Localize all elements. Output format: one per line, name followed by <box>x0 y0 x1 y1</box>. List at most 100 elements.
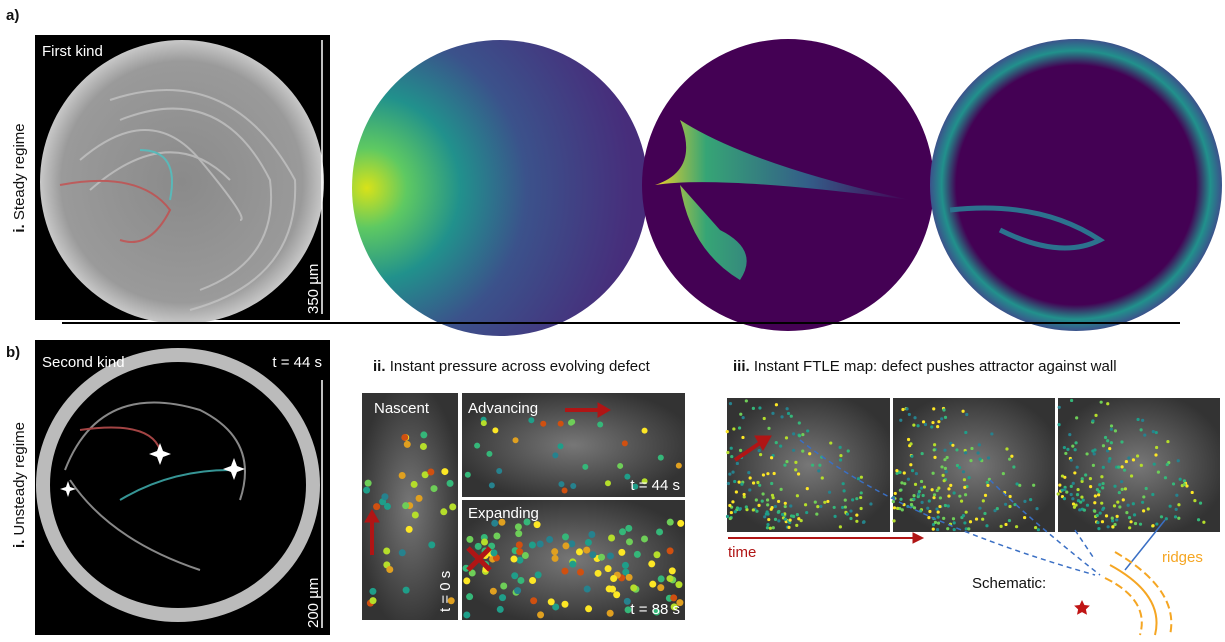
dot <box>1113 485 1116 488</box>
image-caption: First kind <box>42 43 103 60</box>
attracting-map <box>930 39 1222 331</box>
dot <box>899 498 902 501</box>
frame-caption: Advancing <box>468 400 538 417</box>
dot <box>955 448 958 451</box>
scale-label: 350 µm <box>305 264 322 314</box>
row-label: i. Steady regime <box>11 123 28 232</box>
dot <box>921 452 924 455</box>
dot <box>914 483 917 486</box>
dot <box>792 515 795 518</box>
dot <box>1076 488 1079 491</box>
dot <box>1089 477 1092 480</box>
dot <box>548 598 555 605</box>
dot <box>795 524 798 527</box>
dot <box>496 468 502 474</box>
dot <box>731 471 734 474</box>
dot <box>843 489 846 492</box>
dot <box>1071 444 1074 447</box>
dot <box>777 511 780 514</box>
dot <box>928 510 931 513</box>
dot <box>933 456 936 459</box>
dot <box>785 436 788 439</box>
dot <box>449 503 456 510</box>
dot <box>1132 458 1135 461</box>
section-text: Instant pressure across evolving defect <box>390 358 651 375</box>
dot <box>1008 505 1011 508</box>
dot <box>1070 493 1073 496</box>
dot <box>738 481 741 484</box>
dot <box>920 480 923 483</box>
dot <box>529 577 536 584</box>
dot <box>365 480 372 487</box>
dot <box>1177 459 1180 462</box>
dot <box>969 520 972 523</box>
dot <box>1029 498 1032 501</box>
dot <box>828 491 831 494</box>
dot <box>585 539 592 546</box>
dot <box>1106 402 1109 405</box>
dot <box>1100 502 1103 505</box>
dot <box>895 469 898 472</box>
dot <box>970 447 973 450</box>
dot <box>779 445 782 448</box>
dot <box>928 499 931 502</box>
dot <box>1057 492 1060 495</box>
dot <box>947 504 950 507</box>
dot <box>667 547 674 554</box>
dot <box>416 495 423 502</box>
dot <box>598 554 605 561</box>
dot <box>1142 509 1145 512</box>
dot <box>757 504 760 507</box>
dot <box>622 440 628 446</box>
dot <box>667 519 674 526</box>
dot <box>942 474 945 477</box>
dot <box>481 538 488 545</box>
dot <box>613 591 620 598</box>
dot <box>1004 523 1007 526</box>
dot <box>735 490 738 493</box>
dot <box>1072 502 1075 505</box>
dot <box>953 528 956 531</box>
dot <box>916 424 919 427</box>
dot <box>540 421 546 427</box>
dot <box>1166 440 1169 443</box>
dot <box>669 567 676 574</box>
dot <box>363 487 370 494</box>
dot <box>762 473 765 476</box>
dot <box>794 461 797 464</box>
dot <box>1035 507 1038 510</box>
dot <box>403 587 410 594</box>
dot <box>769 527 772 530</box>
dot <box>1111 519 1114 522</box>
dot <box>726 515 729 518</box>
dot <box>842 482 845 485</box>
dot <box>900 481 903 484</box>
dot <box>568 420 574 426</box>
frame-caption: Nascent <box>374 400 430 417</box>
dot <box>1092 464 1095 467</box>
dot <box>1086 504 1089 507</box>
dot <box>860 507 863 510</box>
dot <box>1068 433 1071 436</box>
dot <box>1134 522 1137 525</box>
dot <box>964 493 967 496</box>
dot <box>1070 399 1073 402</box>
dot <box>558 421 564 427</box>
dot <box>406 526 413 533</box>
dot <box>899 419 902 422</box>
dot <box>1002 472 1005 475</box>
image-caption: Second kind <box>42 354 125 371</box>
dot <box>943 449 946 452</box>
dot <box>978 507 981 510</box>
dot <box>931 488 934 491</box>
dot <box>775 441 778 444</box>
dot <box>763 515 766 518</box>
dot <box>860 491 863 494</box>
dot <box>1100 401 1103 404</box>
dot <box>552 555 559 562</box>
dot <box>758 484 761 487</box>
dot <box>942 517 945 520</box>
dot <box>930 425 933 428</box>
dot <box>1122 498 1125 501</box>
dot <box>784 502 787 505</box>
